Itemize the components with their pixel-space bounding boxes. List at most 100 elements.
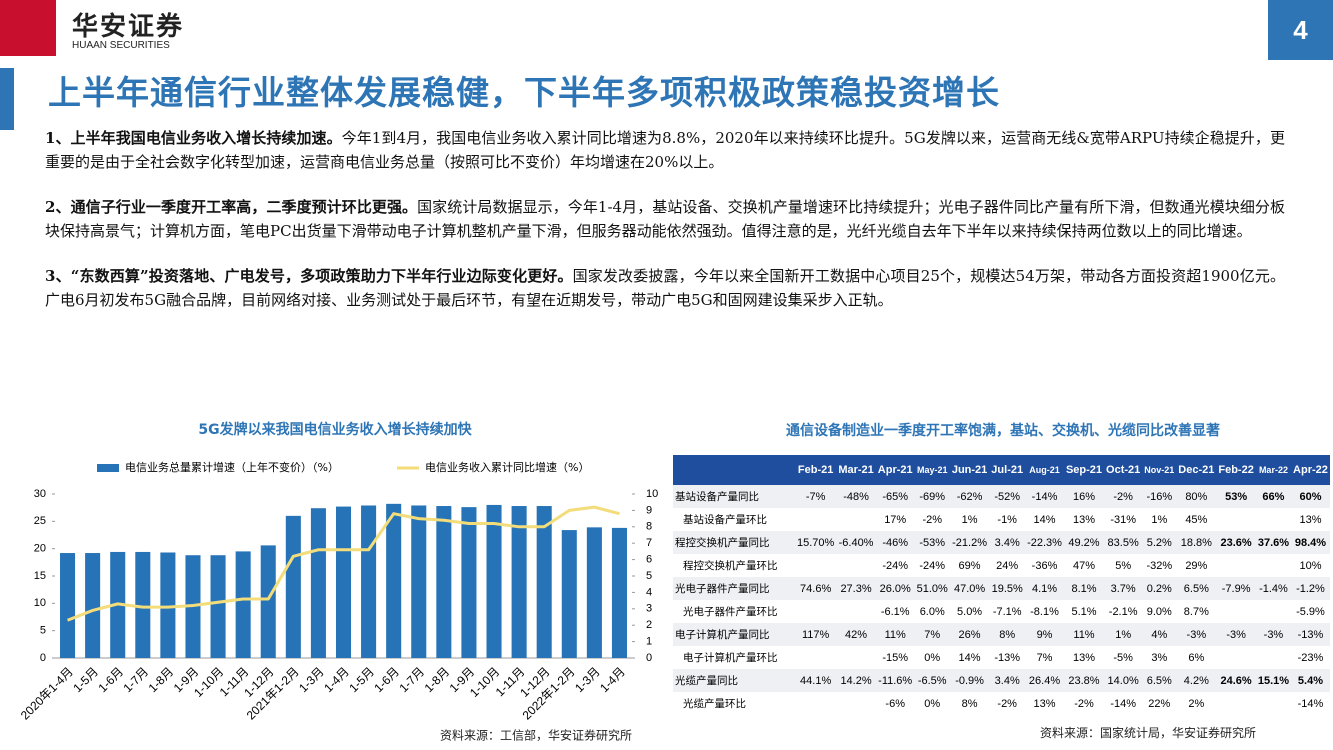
table-cell: 42% bbox=[836, 623, 876, 646]
table-row: 程控交换机产量同比 15.70% -6.40% -46% -53% -21.2% 3.4% -… bbox=[673, 531, 1330, 554]
legend-swatch bbox=[97, 464, 119, 472]
paragraph-lead: 1、上半年我国电信业务收入增长持续加速。 bbox=[45, 129, 342, 147]
page-number: 4 bbox=[1268, 0, 1333, 60]
y2-tick-label: 8 bbox=[646, 521, 652, 533]
table-cell bbox=[1216, 554, 1255, 577]
table-cell: 8.7% bbox=[1183, 605, 1209, 618]
table-cell: 51.0% bbox=[914, 577, 950, 600]
row-label: 电子计算机产量同比 bbox=[673, 623, 795, 646]
table-cell: 83.5% bbox=[1104, 531, 1143, 554]
y2-tick-label: 5 bbox=[646, 570, 652, 582]
table-cell: -22.3% bbox=[1025, 531, 1064, 554]
table-cell: -3% bbox=[1216, 623, 1256, 646]
y-tick-label: 20 bbox=[34, 543, 46, 555]
paragraph-body: 国家发改委披露，今年以来全国新开工数据中心项目25个，规模达54万架，带动各方面… bbox=[45, 267, 1285, 309]
bar bbox=[335, 506, 352, 658]
table-cell: -13% bbox=[994, 651, 1021, 664]
table-cell: 29% bbox=[1185, 559, 1208, 572]
x-tick-label: 1-8月 bbox=[146, 664, 177, 695]
table-cell: 47% bbox=[1072, 559, 1095, 572]
table-source: 资料来源：国家统计局，华安证券研究所 bbox=[1040, 726, 1257, 740]
paragraph-body: 国家统计局数据显示，今年1-4月，基站设备、交换机产量增速环比持续提升；光电子器… bbox=[45, 198, 1285, 240]
table-cell: 1% bbox=[961, 513, 978, 526]
bar bbox=[310, 508, 326, 658]
paragraph: 1、上半年我国电信业务收入增长持续加速。今年1到4月，我国电信业务收入累计同比增… bbox=[45, 126, 1285, 174]
x-tick-label: 1-5月 bbox=[346, 664, 377, 695]
table-cell bbox=[795, 600, 836, 623]
table-cell: 11% bbox=[875, 623, 915, 646]
column-header: Dec-21 bbox=[1176, 455, 1217, 485]
row-label: 基站设备产量同比 bbox=[673, 485, 795, 508]
table-cell: 8% bbox=[989, 623, 1026, 646]
table-cell: -6.40% bbox=[836, 531, 876, 554]
table-cell: -46% bbox=[875, 531, 915, 554]
table-cell: 11% bbox=[1063, 623, 1105, 646]
table-cell: 7% bbox=[1036, 651, 1053, 664]
table-cell: 45% bbox=[1185, 513, 1208, 526]
column-header: Feb-21 bbox=[795, 455, 837, 485]
column-header: Mar-21 bbox=[836, 455, 876, 485]
bar bbox=[436, 506, 452, 658]
legend-label: 电信业务总量累计增速（上年不变价）（%） bbox=[125, 460, 339, 474]
table-cell: 44.1% bbox=[795, 669, 837, 692]
table-cell: -24% bbox=[919, 559, 946, 572]
table-cell: 24.6% bbox=[1216, 669, 1256, 692]
y2-tick-label: 2 bbox=[646, 619, 652, 631]
table-cell: -2% bbox=[922, 513, 942, 526]
table-cell: 26.4% bbox=[1025, 669, 1064, 692]
table-row: 电子计算机产量同比 117% 42% 11% 7% 26% 8% 9% 11% 1% 4% -3% -3… bbox=[673, 623, 1330, 646]
table-cell bbox=[1256, 554, 1291, 577]
column-header: Apr-21 bbox=[875, 455, 915, 485]
chart: 5G发牌以来我国电信业务收入增长持续加快资料来源：工信部，华安证券研究所0510… bbox=[18, 421, 658, 743]
table-cell: -31% bbox=[1110, 513, 1136, 526]
table-cell bbox=[1256, 600, 1291, 623]
bar bbox=[486, 504, 502, 658]
paragraph: 3、“东数西算”投资落地、广电发号，多项政策助力下半年行业边际变化更好。国家发改… bbox=[45, 264, 1285, 312]
bar bbox=[411, 505, 427, 658]
x-tick-label: 1-5月 bbox=[70, 664, 101, 695]
table-cell: 4.2% bbox=[1176, 669, 1217, 692]
header-row: Feb-21 Mar-21 Apr-21 May-21 Jun-21 Jul-21 Aug-… bbox=[673, 455, 1330, 485]
table-cell: 69% bbox=[958, 559, 981, 572]
table-cell: 4% bbox=[1142, 623, 1177, 646]
column-header: Aug-21 bbox=[1025, 455, 1064, 485]
y2-tick-label: 3 bbox=[646, 603, 652, 615]
bar bbox=[586, 527, 602, 658]
table-cell: -62% bbox=[949, 485, 990, 508]
table-row: 光电子器件产量同比 74.6% 27.3% 26.0% 51.0% 47.0% 19.5% 4… bbox=[673, 577, 1330, 600]
bar bbox=[210, 555, 226, 658]
column-header: May-21 bbox=[914, 455, 950, 485]
x-tick-label: 1-8月 bbox=[422, 664, 453, 695]
table-cell: -7.1% bbox=[992, 605, 1022, 618]
table-cell: -2% bbox=[997, 697, 1017, 710]
table-row: 电子计算机产量环比 -15% 0% 14% -13% 7% 13% -5% 3% 6% -23% bbox=[673, 646, 1330, 669]
y2-tick-label: 6 bbox=[646, 554, 652, 566]
table-cell: 26.0% bbox=[875, 577, 915, 600]
table-cell: 23.6% bbox=[1216, 531, 1256, 554]
row-label: 光缆产量环比 bbox=[683, 698, 746, 710]
y2-tick-label: 0 bbox=[646, 652, 652, 664]
paragraph-body: 今年1到4月，我国电信业务收入累计同比增速为8.8%，2020年以来持续环比提升… bbox=[45, 129, 1285, 171]
table-cell bbox=[795, 508, 836, 531]
y-tick-label: 5 bbox=[40, 625, 46, 637]
table-cell bbox=[836, 554, 875, 577]
table-cell: 18.8% bbox=[1176, 531, 1217, 554]
table-cell: 14.0% bbox=[1104, 669, 1143, 692]
table-cell bbox=[1256, 692, 1291, 715]
table-cell: 6% bbox=[1188, 651, 1205, 664]
table-cell: 15.1% bbox=[1255, 669, 1292, 692]
table-cell: 9% bbox=[1025, 623, 1064, 646]
y-tick-label: 25 bbox=[34, 515, 46, 527]
table-cell: 22% bbox=[1148, 697, 1171, 710]
table-cell bbox=[1256, 508, 1291, 531]
y2-tick-label: 4 bbox=[646, 586, 652, 598]
row-label: 程控交换机产量同比 bbox=[673, 531, 795, 554]
table-cell bbox=[836, 646, 875, 669]
table-cell: 27.3% bbox=[836, 577, 876, 600]
row-label: 光缆产量同比 bbox=[673, 669, 795, 692]
table-cell: -6% bbox=[885, 697, 905, 710]
table-cell: -13% bbox=[1291, 623, 1330, 646]
table-cell: 0% bbox=[924, 697, 941, 710]
table-cell: -21.2% bbox=[949, 531, 990, 554]
